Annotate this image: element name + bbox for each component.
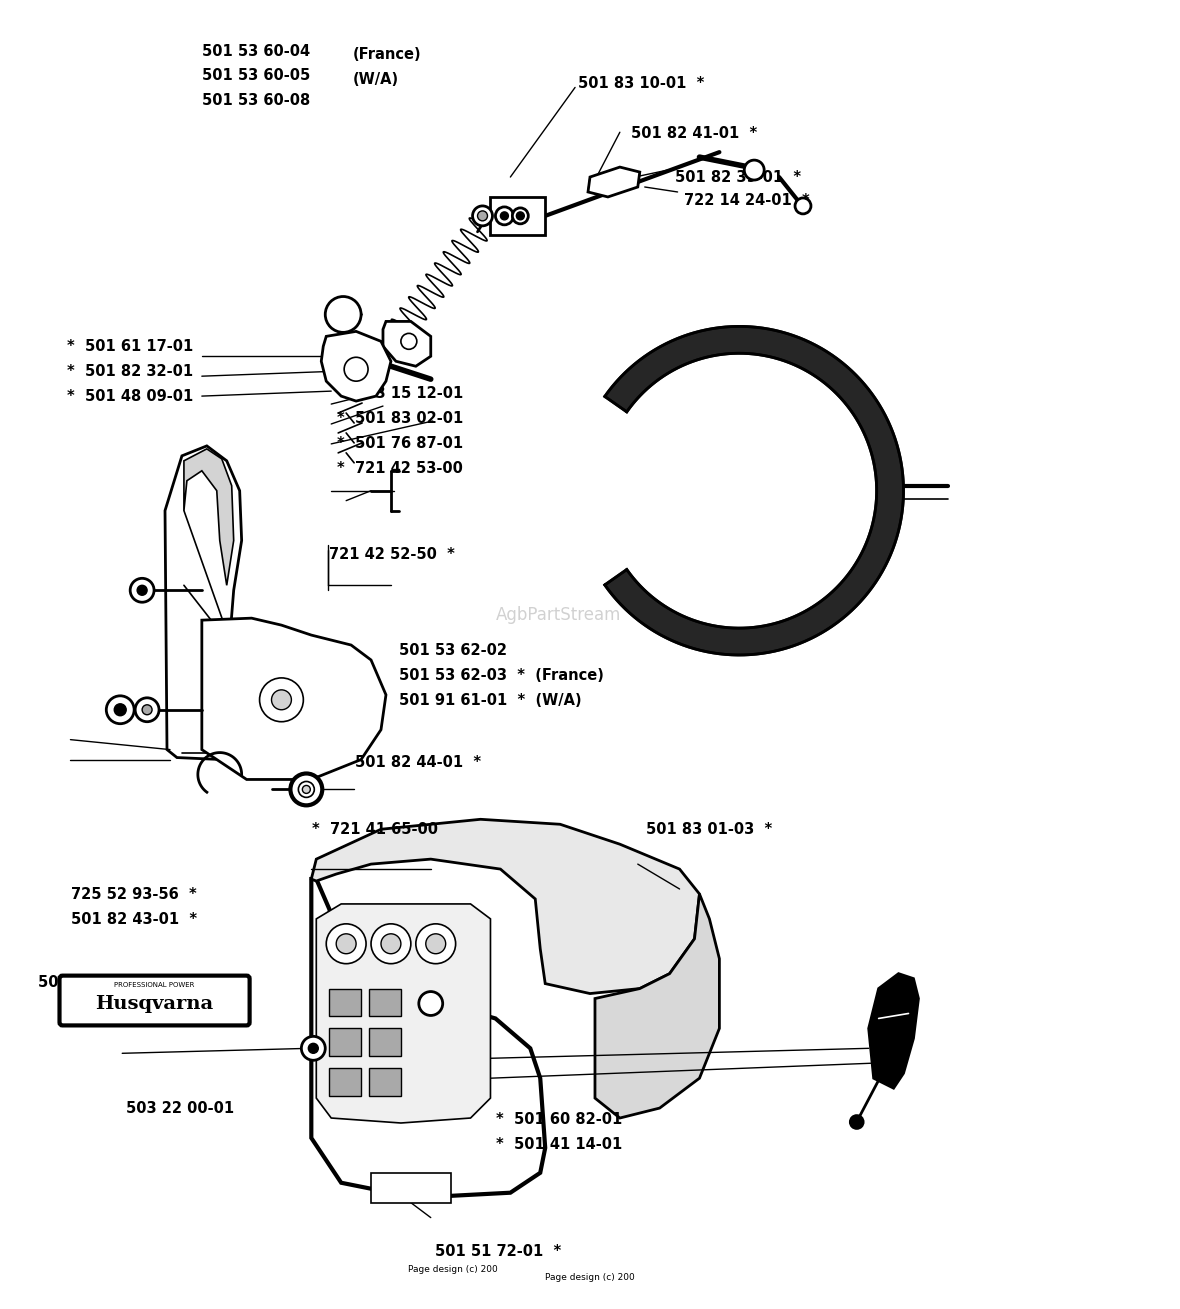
Polygon shape <box>184 449 234 585</box>
Text: *  501 61 17-01: * 501 61 17-01 <box>67 339 194 355</box>
Text: *  501 48 09-01: * 501 48 09-01 <box>67 389 194 404</box>
Circle shape <box>290 774 322 805</box>
Bar <box>329 1068 361 1096</box>
Circle shape <box>136 698 159 721</box>
Text: 501 51 72-01  *: 501 51 72-01 * <box>435 1244 562 1259</box>
Text: 501 83 01-03  *: 501 83 01-03 * <box>647 822 773 836</box>
Circle shape <box>795 198 811 213</box>
Circle shape <box>142 704 152 715</box>
Circle shape <box>426 933 446 954</box>
Polygon shape <box>165 446 242 759</box>
Bar <box>369 988 401 1017</box>
Circle shape <box>308 1043 319 1054</box>
Text: (W/A): (W/A) <box>353 72 399 88</box>
Circle shape <box>326 297 361 332</box>
Circle shape <box>130 579 155 602</box>
Text: 501 53 60-08: 501 53 60-08 <box>203 93 310 109</box>
Circle shape <box>106 696 135 724</box>
Circle shape <box>472 206 492 226</box>
Bar <box>329 1029 361 1056</box>
Text: 501 53 60-05: 501 53 60-05 <box>203 68 310 84</box>
Bar <box>369 1029 401 1056</box>
Bar <box>329 988 361 1017</box>
Text: Husqvarna: Husqvarna <box>96 995 214 1013</box>
Text: *  501 76 87-01: * 501 76 87-01 <box>337 436 464 450</box>
Text: 501 91 58-02: 501 91 58-02 <box>38 975 146 991</box>
Polygon shape <box>202 618 386 779</box>
Circle shape <box>517 212 524 220</box>
Text: Page design (c) 200: Page design (c) 200 <box>408 1266 498 1274</box>
Text: 501 82 39-01  *: 501 82 39-01 * <box>675 170 801 185</box>
Polygon shape <box>605 326 904 654</box>
Text: 503 22 00-01: 503 22 00-01 <box>126 1101 234 1115</box>
Circle shape <box>500 212 509 220</box>
Text: *  721 42 53-00: * 721 42 53-00 <box>337 461 464 475</box>
Text: 721 42 52-50  *: 721 42 52-50 * <box>329 547 455 562</box>
Circle shape <box>336 933 356 954</box>
Polygon shape <box>868 974 918 1088</box>
Text: *  721 41 65-00: * 721 41 65-00 <box>312 822 438 836</box>
Polygon shape <box>595 894 720 1118</box>
Circle shape <box>326 924 366 963</box>
Text: *  501 83 02-01: * 501 83 02-01 <box>337 411 464 425</box>
Text: *  503 15 12-01: * 503 15 12-01 <box>337 386 464 402</box>
Circle shape <box>419 991 442 1016</box>
Circle shape <box>302 785 310 793</box>
Polygon shape <box>312 819 700 994</box>
Polygon shape <box>588 168 640 196</box>
Text: 501 91 61-01  *  (W/A): 501 91 61-01 * (W/A) <box>399 692 582 708</box>
Text: 501 53 60-04: 501 53 60-04 <box>203 43 310 59</box>
Circle shape <box>301 1037 326 1060</box>
Polygon shape <box>312 880 545 1198</box>
Text: PROFESSIONAL POWER: PROFESSIONAL POWER <box>114 982 195 988</box>
Text: *  501 82 32-01: * 501 82 32-01 <box>67 364 194 380</box>
Circle shape <box>371 924 411 963</box>
Text: Page design (c) 200: Page design (c) 200 <box>545 1274 635 1282</box>
Text: 501 82 43-01  *: 501 82 43-01 * <box>71 911 197 927</box>
Circle shape <box>512 208 529 224</box>
Polygon shape <box>316 905 491 1123</box>
FancyBboxPatch shape <box>59 975 250 1025</box>
Circle shape <box>260 678 303 721</box>
Bar <box>491 196 545 234</box>
Circle shape <box>745 160 765 181</box>
Text: 501 82 44-01  *: 501 82 44-01 * <box>355 755 481 770</box>
Circle shape <box>345 357 368 381</box>
Text: 501 53 62-03  *  (France): 501 53 62-03 * (France) <box>399 668 603 683</box>
Text: 501 82 41-01  *: 501 82 41-01 * <box>631 126 758 140</box>
Text: 722 14 24-01  *: 722 14 24-01 * <box>684 194 809 208</box>
Text: (France): (France) <box>353 47 421 63</box>
Circle shape <box>496 207 513 225</box>
Polygon shape <box>384 322 431 367</box>
Text: 501 53 62-02: 501 53 62-02 <box>399 643 506 658</box>
Bar <box>369 1068 401 1096</box>
Polygon shape <box>321 331 391 401</box>
Circle shape <box>415 924 455 963</box>
Text: 501 83 10-01  *: 501 83 10-01 * <box>578 76 704 92</box>
Text: *  501 60 82-01: * 501 60 82-01 <box>496 1113 622 1127</box>
Circle shape <box>401 334 417 350</box>
Circle shape <box>478 211 487 221</box>
Circle shape <box>114 704 126 716</box>
Bar <box>371 1173 451 1203</box>
Circle shape <box>381 933 401 954</box>
Text: 725 52 93-56  *: 725 52 93-56 * <box>71 886 197 902</box>
Circle shape <box>299 781 314 797</box>
Text: AgbPartStream: AgbPartStream <box>496 606 622 624</box>
Text: *  501 41 14-01: * 501 41 14-01 <box>496 1138 622 1152</box>
Circle shape <box>271 690 291 709</box>
Circle shape <box>137 585 148 596</box>
Circle shape <box>850 1115 864 1128</box>
